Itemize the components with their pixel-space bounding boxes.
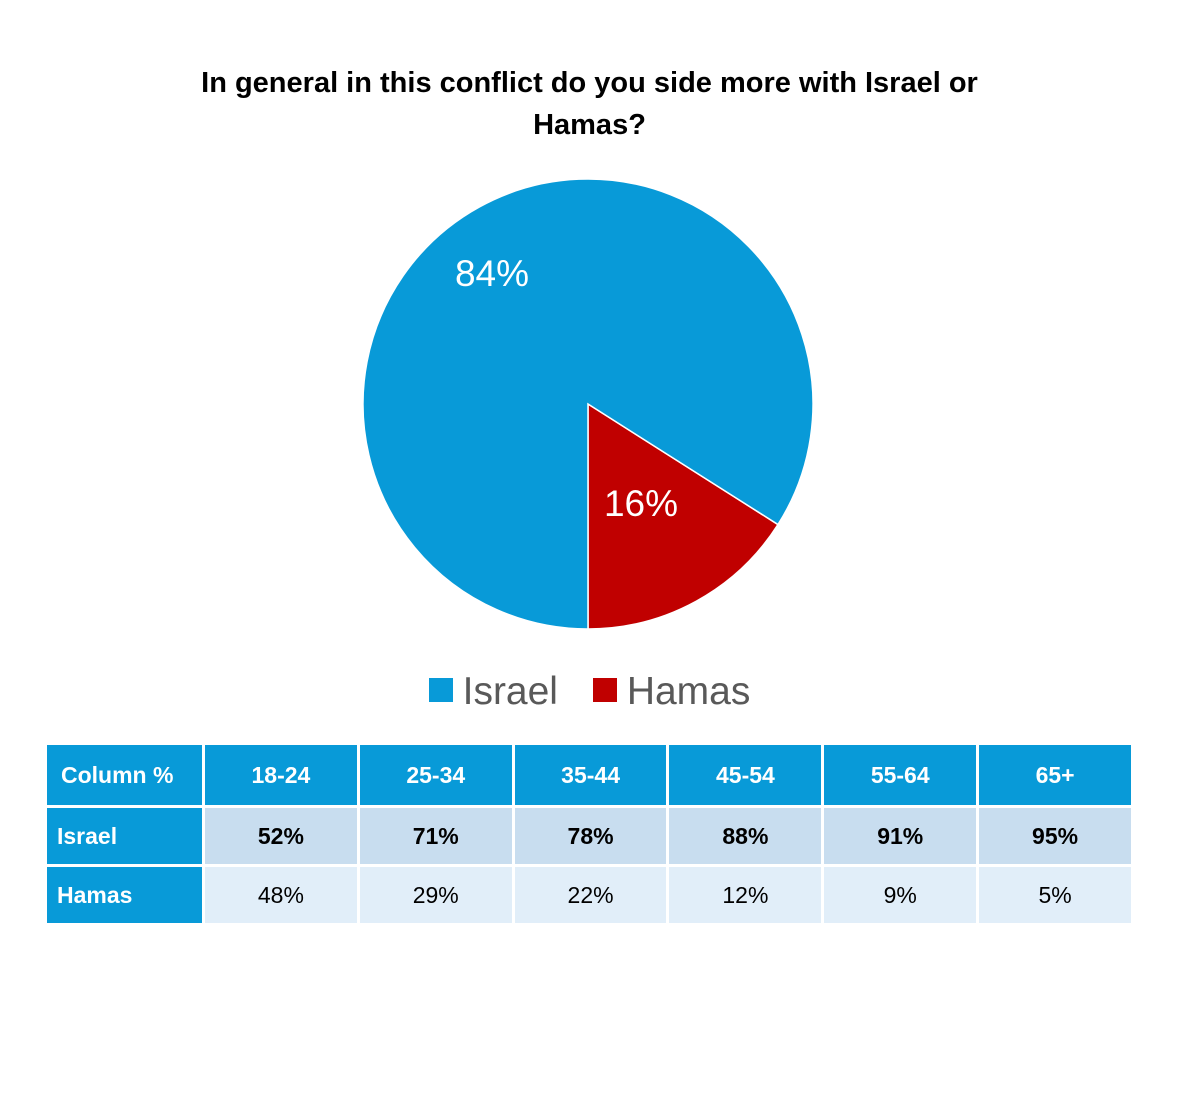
pie-chart: 84% 16% xyxy=(362,178,814,630)
legend-label-hamas: Hamas xyxy=(626,669,751,713)
table-cell: 5% xyxy=(976,864,1134,926)
table-cell: 48% xyxy=(202,864,360,926)
column-header: 65+ xyxy=(976,742,1134,808)
legend-swatch-hamas xyxy=(592,678,617,703)
age-breakdown-table: Column % 18-24 25-34 35-44 45-54 55-64 6… xyxy=(44,742,1134,926)
table-cell: 95% xyxy=(976,805,1134,867)
table-cell: 9% xyxy=(821,864,980,926)
table-cell: 22% xyxy=(511,864,670,926)
table-header-row: Column % 18-24 25-34 35-44 45-54 55-64 6… xyxy=(44,742,1134,808)
data-label-israel: 84% xyxy=(455,253,529,294)
table-cell: 88% xyxy=(666,805,825,867)
legend-swatch-israel xyxy=(428,678,453,703)
chart-title-text: In general in this conflict do you side … xyxy=(201,67,978,141)
column-header: 35-44 xyxy=(511,742,670,808)
row-label-hamas: Hamas xyxy=(44,864,205,926)
pie-slice-hamas xyxy=(587,402,780,630)
table-cell: 91% xyxy=(821,805,980,867)
table-corner-header: Column % xyxy=(44,742,205,808)
table-row-hamas: Hamas 48% 29% 22% 12% 9% 5% xyxy=(44,864,1134,926)
table-cell: 12% xyxy=(666,864,825,926)
legend-item-hamas: Hamas xyxy=(592,669,751,714)
table-cell: 78% xyxy=(511,805,670,867)
chart-title: In general in this conflict do you side … xyxy=(0,62,1179,146)
table-cell: 52% xyxy=(202,805,360,867)
table-cell: 29% xyxy=(356,864,515,926)
pie-slice-israel xyxy=(362,178,814,630)
data-label-hamas: 16% xyxy=(604,483,678,524)
table-cell: 71% xyxy=(356,805,515,867)
column-header: 55-64 xyxy=(821,742,980,808)
table-row-israel: Israel 52% 71% 78% 88% 91% 95% xyxy=(44,805,1134,867)
legend: Israel Hamas xyxy=(0,668,1179,714)
column-header: 25-34 xyxy=(356,742,515,808)
column-header: 45-54 xyxy=(666,742,825,808)
column-header: 18-24 xyxy=(202,742,360,808)
legend-item-israel: Israel xyxy=(428,669,558,714)
row-label-israel: Israel xyxy=(44,805,205,867)
legend-label-israel: Israel xyxy=(462,669,558,713)
